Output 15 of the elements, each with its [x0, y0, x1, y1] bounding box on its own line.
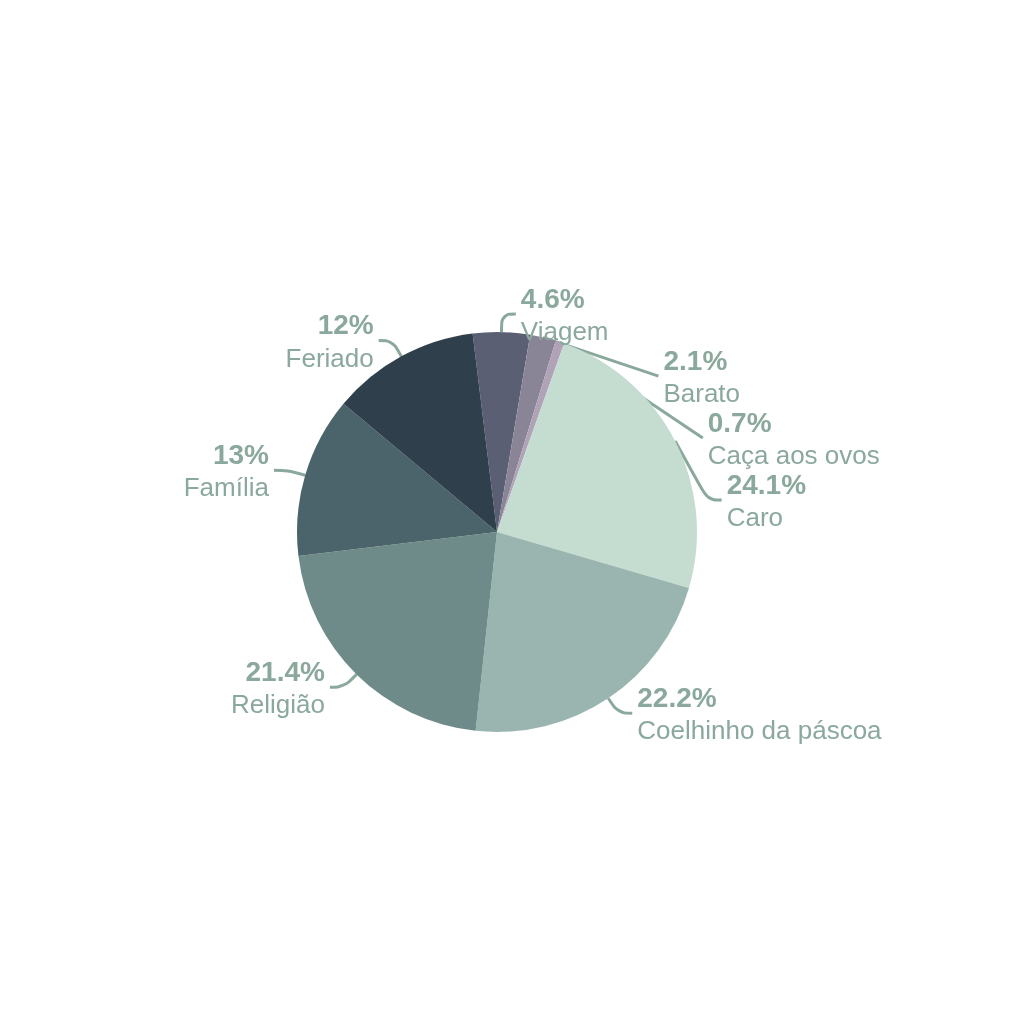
data-label: 12%: [317, 309, 374, 341]
data-label: 21.4%: [245, 655, 325, 687]
slice-label: Caro: [726, 502, 784, 533]
data-label: 2.1%: [663, 344, 728, 376]
slice-label: Família: [183, 472, 270, 503]
data-label: 22.2%: [637, 681, 717, 713]
data-label: 4.6%: [520, 282, 585, 314]
data-label: 0.7%: [707, 406, 772, 438]
slice-label: Religião: [230, 689, 325, 720]
slice-label: Caça aos ovos: [707, 440, 880, 471]
data-label: 13%: [212, 438, 270, 470]
slice-label: Barato: [663, 378, 741, 409]
slice-label: Coelhinho da páscoa: [637, 715, 883, 746]
data-label: 24.1%: [726, 468, 807, 500]
slice-label: Feriado: [285, 342, 374, 373]
